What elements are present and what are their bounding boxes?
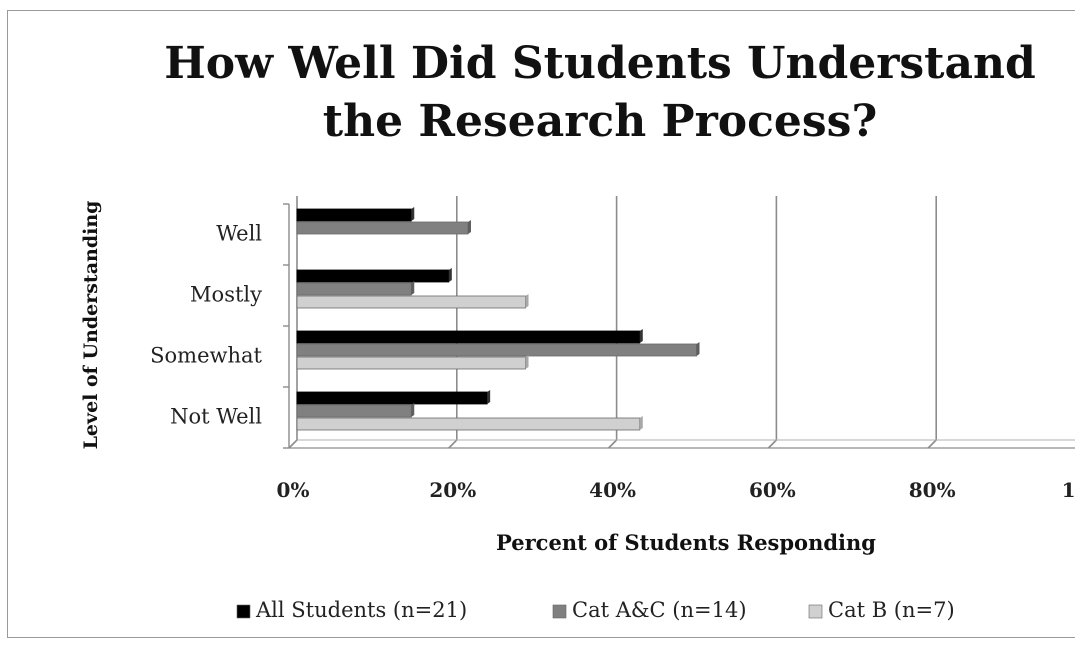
chart-title-line-2: the Research Process? bbox=[323, 96, 877, 147]
bar-mostly-series-1 bbox=[296, 269, 450, 283]
bar-side-face bbox=[411, 403, 415, 417]
x-tick-label: 80% bbox=[909, 478, 956, 502]
bar-side-face bbox=[411, 207, 415, 221]
bar-side-face bbox=[639, 416, 643, 430]
bar-side-face bbox=[525, 294, 529, 308]
bar-side-face bbox=[467, 220, 471, 234]
bar-not-well-series-2 bbox=[296, 404, 412, 418]
x-tick-label: 0% bbox=[277, 478, 310, 502]
bar-mostly-series-3 bbox=[296, 295, 526, 309]
bar-side-face bbox=[411, 281, 415, 295]
bar-not-well-series-3 bbox=[296, 417, 641, 431]
bar-somewhat-series-2 bbox=[296, 343, 697, 357]
bar-well-series-2 bbox=[296, 221, 469, 235]
gridline bbox=[288, 196, 298, 449]
legend-label-1: All Students (n=21) bbox=[255, 598, 467, 622]
legend-swatch-2 bbox=[552, 604, 567, 619]
bar-side-face bbox=[639, 329, 643, 343]
category-label-not-well: Not Well bbox=[170, 405, 262, 429]
bar-somewhat-series-3 bbox=[296, 356, 526, 370]
legend-label-2: Cat A&C (n=14) bbox=[572, 598, 747, 622]
x-tick-label: 60% bbox=[749, 478, 796, 502]
bar-side-face bbox=[487, 390, 491, 404]
x-tick-label: 20% bbox=[429, 478, 476, 502]
x-tick-label: 40% bbox=[589, 478, 636, 502]
category-label-mostly: Mostly bbox=[190, 283, 262, 307]
bar-side-face bbox=[448, 268, 452, 282]
bar-side-face bbox=[525, 355, 529, 369]
y-axis-label: Level of Understanding bbox=[80, 201, 102, 450]
legend-label-3: Cat B (n=7) bbox=[828, 598, 955, 622]
category-label-somewhat: Somewhat bbox=[150, 344, 262, 368]
chart-title-line-1: How Well Did Students Understand bbox=[164, 38, 1036, 89]
gridline bbox=[767, 196, 778, 449]
legend-swatch-1 bbox=[236, 604, 251, 619]
legend-swatch-3 bbox=[808, 604, 823, 619]
bar-well-series-1 bbox=[296, 208, 412, 222]
bar-side-face bbox=[696, 342, 700, 356]
plot-area: Well Mostly Somewhat Not Well 0% 20% 40% 60% 80%… bbox=[150, 196, 1075, 502]
bar-not-well-series-1 bbox=[296, 391, 488, 405]
gridline bbox=[927, 196, 938, 449]
gridline bbox=[608, 196, 618, 449]
x-tick-label: 100% bbox=[1062, 478, 1075, 502]
chart-frame bbox=[7, 10, 1075, 638]
x-axis-label: Percent of Students Responding bbox=[496, 530, 876, 555]
category-label-well: Well bbox=[216, 222, 262, 246]
bar-somewhat-series-1 bbox=[296, 330, 641, 344]
legend: All Students (n=21) Cat A&C (n=14) Cat B (… bbox=[236, 598, 955, 622]
bar-mostly-series-2 bbox=[296, 282, 412, 296]
